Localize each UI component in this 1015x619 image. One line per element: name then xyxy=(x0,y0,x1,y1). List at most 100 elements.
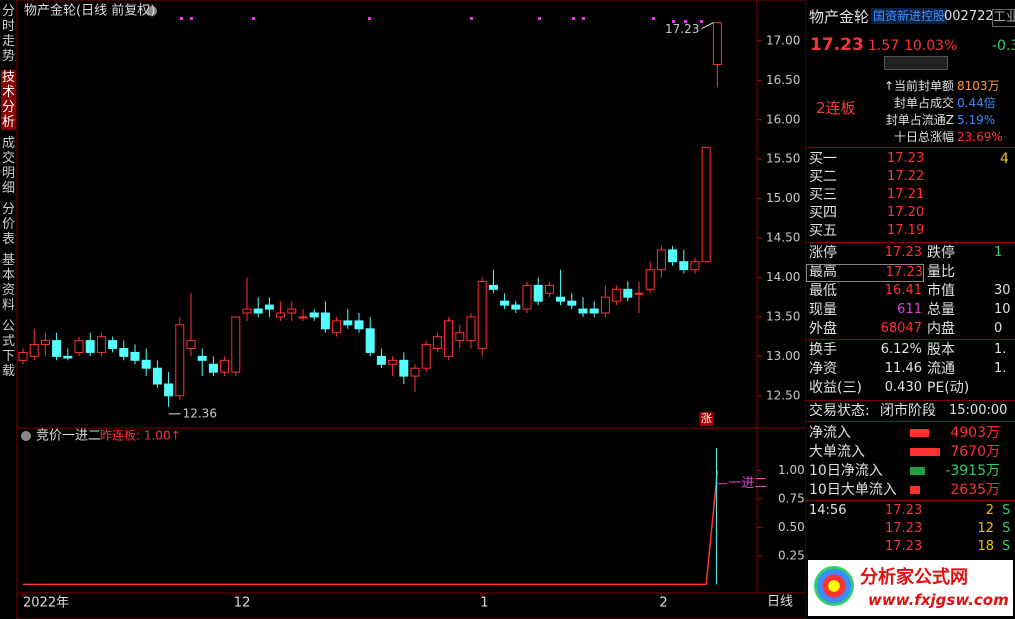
candle-body xyxy=(287,308,297,314)
candle-body xyxy=(522,284,532,310)
y-tick-label: 12.50 xyxy=(766,388,800,402)
stat-label: 跌停 xyxy=(927,245,955,261)
stat-label: 最低 xyxy=(809,283,837,299)
y-tick-label: 17.00 xyxy=(766,33,800,47)
status-value: 闭市阶段 xyxy=(880,403,936,419)
separator xyxy=(806,242,1015,243)
tick-side: S xyxy=(1002,521,1011,536)
candle-body xyxy=(421,344,431,369)
x-tick-label: 2022年 xyxy=(23,596,69,611)
candle-body xyxy=(656,249,666,271)
chart: 物产金轮(日线 前复权) 竞价一进二 昨连板: 1.00↑ 日线 12.50 13… xyxy=(16,0,806,619)
sidebar-tab[interactable]: 技术分析 xyxy=(1,70,16,130)
candle-body xyxy=(354,320,364,330)
y-tick-label: 13.50 xyxy=(766,309,800,323)
x-tick-label: 2 xyxy=(659,596,667,611)
flow-bar xyxy=(910,467,926,475)
flow-label: 10日大单流入 xyxy=(809,482,897,498)
candle-body xyxy=(231,316,241,373)
candle-body xyxy=(600,296,610,314)
sidebar-tab[interactable]: 分时走势 xyxy=(1,4,15,64)
stat-label: 现量 xyxy=(809,302,837,318)
stock-code: 002722 xyxy=(944,9,994,24)
indicator-param: 昨连板: 1.00↑ xyxy=(100,428,181,443)
candle-body xyxy=(578,308,588,314)
status-time: 15:00:00 xyxy=(949,403,1008,418)
y-tick-label: 0.50 xyxy=(778,520,805,534)
sidebar-tab[interactable]: 分价表 xyxy=(1,202,15,247)
separator xyxy=(806,147,1015,148)
high-pointer xyxy=(701,22,714,30)
tick-side: S xyxy=(1002,539,1011,554)
candle-body xyxy=(466,316,476,342)
candle-body xyxy=(500,300,510,306)
stat-label: 内盘 xyxy=(927,321,955,337)
menu-button[interactable] xyxy=(21,431,31,441)
board-count: 2连板 xyxy=(816,99,856,117)
candle-body xyxy=(332,320,342,334)
stat-value: 10 xyxy=(994,302,1011,317)
expand-button[interactable] xyxy=(884,56,948,70)
bid-label: 买五 xyxy=(809,223,837,239)
sidebar-tab[interactable]: 公式下载 xyxy=(1,319,15,379)
bid-label: 买三 xyxy=(809,187,837,203)
sidebar-tab[interactable]: 基本资料 xyxy=(1,253,15,313)
y-tick-label: 16.50 xyxy=(766,73,800,87)
y-tick-label: 14.00 xyxy=(766,270,800,284)
other-change: -0.3 xyxy=(992,38,1015,54)
y-tick-label: 1.00 xyxy=(778,463,805,477)
stat-label: 总量 xyxy=(927,302,955,318)
stat-value: 17.23 xyxy=(806,264,924,282)
candle-body xyxy=(444,320,454,357)
candle-body xyxy=(645,269,655,290)
candle-body xyxy=(701,146,711,263)
candle-body xyxy=(119,347,129,357)
candle-body xyxy=(511,304,521,310)
candle-body xyxy=(589,308,599,314)
bid-label: 买二 xyxy=(809,169,837,185)
stat-value: 611 xyxy=(897,302,922,317)
candle-body xyxy=(63,355,73,359)
chart-title: 物产金轮(日线 前复权) xyxy=(24,3,155,19)
seal-label: ↑当前封单额 xyxy=(883,79,954,93)
bid-price: 17.23 xyxy=(887,151,925,166)
stat-value: 0 xyxy=(994,321,1003,336)
separator xyxy=(806,400,1015,401)
candle-body xyxy=(220,359,230,373)
candle-body xyxy=(623,288,633,298)
stock-sector: 工业 xyxy=(992,9,1015,27)
stat-value: 1. xyxy=(994,361,1007,376)
change-pct: 10.03% xyxy=(904,38,958,54)
stat-label: 股本 xyxy=(927,342,955,358)
y-tick-label: 13.00 xyxy=(766,349,800,363)
seal-value: 0.44倍 xyxy=(957,96,996,110)
flow-label: 大单流入 xyxy=(809,444,865,460)
candle-body xyxy=(85,340,95,353)
limit-tag-box xyxy=(699,412,714,426)
separator xyxy=(806,500,1015,501)
candle-body xyxy=(175,324,185,397)
candle-body xyxy=(74,340,84,353)
high-label: 17.23 xyxy=(665,22,699,36)
stat-label: 市值 xyxy=(927,283,955,299)
indicator-title: 竞价一进二 xyxy=(36,428,101,444)
stat-value: 11.46 xyxy=(884,361,922,376)
stock-tag: 国资新进控股 xyxy=(871,8,948,24)
seal-label: 封单占成交 xyxy=(893,96,954,110)
stat-value: 17.23 xyxy=(884,245,922,260)
stat-label: 净资 xyxy=(809,361,837,377)
flow-value: 2635万 xyxy=(950,482,1000,498)
flow-label: 净流入 xyxy=(809,425,851,441)
seal-value: 23.69% xyxy=(957,130,1003,144)
menu-button[interactable] xyxy=(147,6,157,16)
y-tick-label: 0.75 xyxy=(778,492,805,506)
limit-tag: 涨 xyxy=(701,412,712,425)
stat-value: 68047 xyxy=(880,321,922,336)
change: 1.57 xyxy=(868,38,900,54)
signal-label: 一进二 xyxy=(728,476,767,491)
candle-body xyxy=(141,359,151,369)
sidebar-tab[interactable]: 成交明细 xyxy=(1,136,15,196)
tick-time: 14:56 xyxy=(809,503,847,518)
candle-body xyxy=(197,355,207,361)
candle-body xyxy=(567,300,577,306)
